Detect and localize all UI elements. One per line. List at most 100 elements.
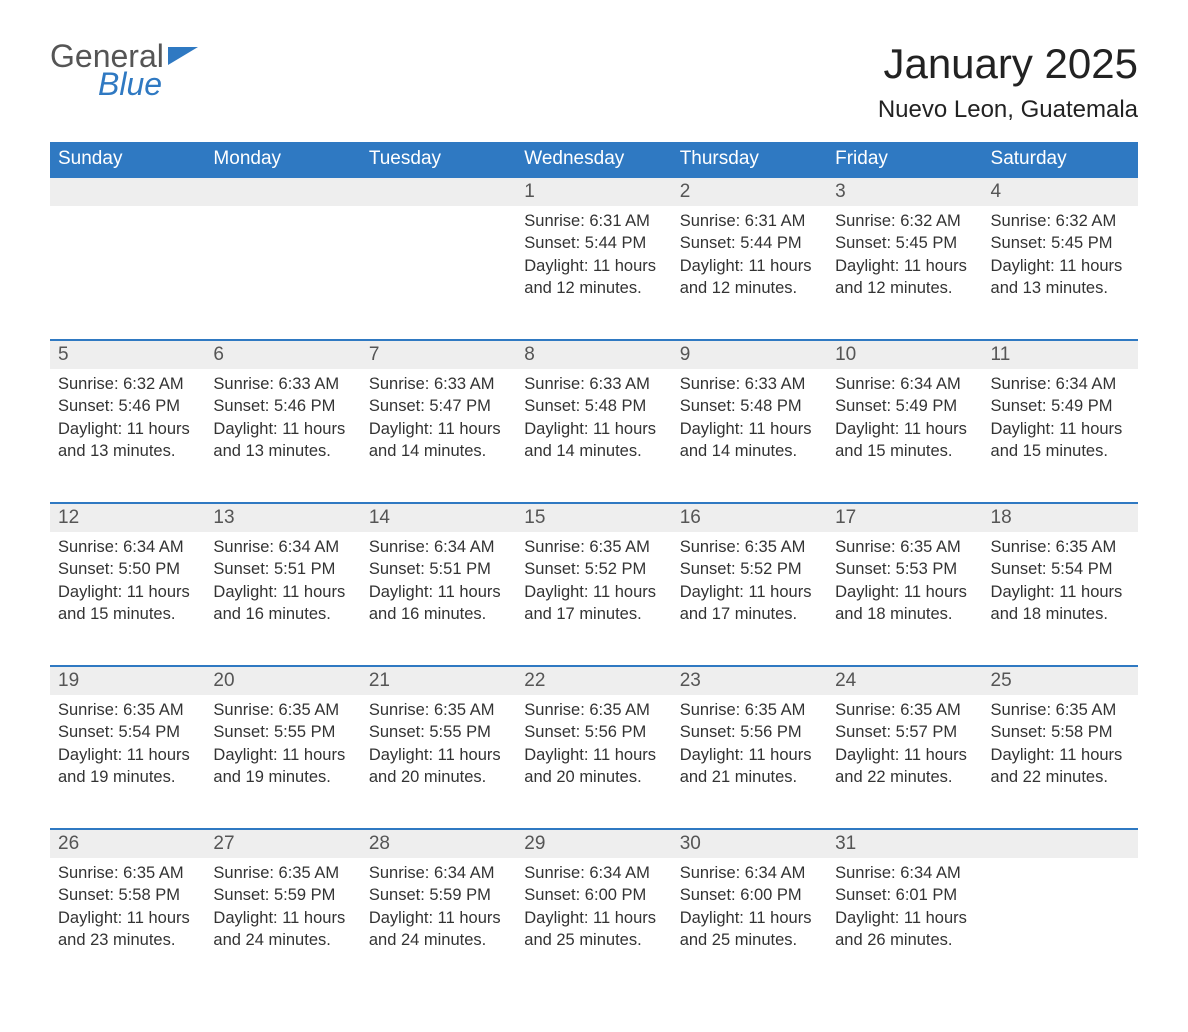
day-number-cell: 14 xyxy=(361,503,516,532)
sunset-line: Sunset: 5:59 PM xyxy=(369,884,508,906)
day-number-cell: 4 xyxy=(983,177,1138,206)
sunset-line: Sunset: 5:56 PM xyxy=(680,721,819,743)
day-content-cell: Sunrise: 6:35 AMSunset: 5:54 PMDaylight:… xyxy=(983,532,1138,666)
day-content-cell: Sunrise: 6:35 AMSunset: 5:56 PMDaylight:… xyxy=(672,695,827,829)
sunset-line: Sunset: 5:56 PM xyxy=(524,721,663,743)
header: General Blue January 2025 Nuevo Leon, Gu… xyxy=(50,40,1138,136)
daylight-line: Daylight: 11 hours and 12 minutes. xyxy=(524,255,663,300)
calendar-table: SundayMondayTuesdayWednesdayThursdayFrid… xyxy=(50,142,1138,992)
content-row: Sunrise: 6:32 AMSunset: 5:46 PMDaylight:… xyxy=(50,369,1138,503)
sunrise-line: Sunrise: 6:34 AM xyxy=(680,862,819,884)
sunset-line: Sunset: 5:44 PM xyxy=(524,232,663,254)
sunrise-line: Sunrise: 6:33 AM xyxy=(213,373,352,395)
day-number-cell: 16 xyxy=(672,503,827,532)
sunset-line: Sunset: 5:58 PM xyxy=(991,721,1130,743)
day-content-cell: Sunrise: 6:34 AMSunset: 5:51 PMDaylight:… xyxy=(205,532,360,666)
day-content-cell: Sunrise: 6:35 AMSunset: 5:52 PMDaylight:… xyxy=(516,532,671,666)
sunrise-line: Sunrise: 6:35 AM xyxy=(213,862,352,884)
logo: General Blue xyxy=(50,40,202,101)
daylight-line: Daylight: 11 hours and 12 minutes. xyxy=(680,255,819,300)
sunset-line: Sunset: 5:46 PM xyxy=(58,395,197,417)
day-content-cell: Sunrise: 6:33 AMSunset: 5:46 PMDaylight:… xyxy=(205,369,360,503)
daylight-line: Daylight: 11 hours and 16 minutes. xyxy=(369,581,508,626)
day-number-cell: 25 xyxy=(983,666,1138,695)
daylight-line: Daylight: 11 hours and 12 minutes. xyxy=(835,255,974,300)
sunset-line: Sunset: 5:45 PM xyxy=(991,232,1130,254)
sunrise-line: Sunrise: 6:31 AM xyxy=(524,210,663,232)
sunset-line: Sunset: 5:55 PM xyxy=(213,721,352,743)
sunset-line: Sunset: 5:51 PM xyxy=(213,558,352,580)
daylight-line: Daylight: 11 hours and 15 minutes. xyxy=(58,581,197,626)
daylight-line: Daylight: 11 hours and 13 minutes. xyxy=(213,418,352,463)
sunrise-line: Sunrise: 6:35 AM xyxy=(58,699,197,721)
day-number-cell: 30 xyxy=(672,829,827,858)
day-content-cell: Sunrise: 6:34 AMSunset: 6:00 PMDaylight:… xyxy=(516,858,671,992)
day-content-cell: Sunrise: 6:35 AMSunset: 5:56 PMDaylight:… xyxy=(516,695,671,829)
day-content-cell: Sunrise: 6:34 AMSunset: 5:59 PMDaylight:… xyxy=(361,858,516,992)
day-number-cell xyxy=(50,177,205,206)
sunset-line: Sunset: 5:49 PM xyxy=(991,395,1130,417)
day-content-cell: Sunrise: 6:32 AMSunset: 5:45 PMDaylight:… xyxy=(827,206,982,340)
daylight-line: Daylight: 11 hours and 17 minutes. xyxy=(524,581,663,626)
daylight-line: Daylight: 11 hours and 19 minutes. xyxy=(58,744,197,789)
sunrise-line: Sunrise: 6:35 AM xyxy=(369,699,508,721)
day-number-cell: 26 xyxy=(50,829,205,858)
day-content-cell: Sunrise: 6:35 AMSunset: 5:58 PMDaylight:… xyxy=(50,858,205,992)
sunrise-line: Sunrise: 6:35 AM xyxy=(991,699,1130,721)
weekday-header-row: SundayMondayTuesdayWednesdayThursdayFrid… xyxy=(50,142,1138,177)
sunrise-line: Sunrise: 6:34 AM xyxy=(991,373,1130,395)
daylight-line: Daylight: 11 hours and 23 minutes. xyxy=(58,907,197,952)
day-number-cell: 3 xyxy=(827,177,982,206)
sunrise-line: Sunrise: 6:35 AM xyxy=(835,536,974,558)
daylight-line: Daylight: 11 hours and 20 minutes. xyxy=(369,744,508,789)
page-subtitle: Nuevo Leon, Guatemala xyxy=(878,96,1138,124)
day-number-cell: 2 xyxy=(672,177,827,206)
sunrise-line: Sunrise: 6:34 AM xyxy=(524,862,663,884)
day-content-cell: Sunrise: 6:35 AMSunset: 5:52 PMDaylight:… xyxy=(672,532,827,666)
sunset-line: Sunset: 5:54 PM xyxy=(58,721,197,743)
day-number-cell: 1 xyxy=(516,177,671,206)
sunset-line: Sunset: 6:00 PM xyxy=(524,884,663,906)
weekday-header: Sunday xyxy=(50,142,205,177)
daylight-line: Daylight: 11 hours and 22 minutes. xyxy=(835,744,974,789)
day-number-cell xyxy=(361,177,516,206)
sunset-line: Sunset: 6:01 PM xyxy=(835,884,974,906)
sunset-line: Sunset: 5:48 PM xyxy=(524,395,663,417)
sunrise-line: Sunrise: 6:35 AM xyxy=(524,699,663,721)
day-content-cell: Sunrise: 6:33 AMSunset: 5:48 PMDaylight:… xyxy=(672,369,827,503)
sunset-line: Sunset: 5:54 PM xyxy=(991,558,1130,580)
sunset-line: Sunset: 5:53 PM xyxy=(835,558,974,580)
day-number-cell: 17 xyxy=(827,503,982,532)
day-content-cell: Sunrise: 6:32 AMSunset: 5:46 PMDaylight:… xyxy=(50,369,205,503)
day-content-cell: Sunrise: 6:35 AMSunset: 5:55 PMDaylight:… xyxy=(361,695,516,829)
day-content-cell: Sunrise: 6:35 AMSunset: 5:59 PMDaylight:… xyxy=(205,858,360,992)
sunrise-line: Sunrise: 6:34 AM xyxy=(835,373,974,395)
weekday-header: Monday xyxy=(205,142,360,177)
page-title: January 2025 xyxy=(878,40,1138,88)
day-number-cell: 31 xyxy=(827,829,982,858)
day-content-cell: Sunrise: 6:34 AMSunset: 5:51 PMDaylight:… xyxy=(361,532,516,666)
daynum-row: 567891011 xyxy=(50,340,1138,369)
weekday-header: Saturday xyxy=(983,142,1138,177)
day-number-cell: 21 xyxy=(361,666,516,695)
daylight-line: Daylight: 11 hours and 15 minutes. xyxy=(835,418,974,463)
content-row: Sunrise: 6:31 AMSunset: 5:44 PMDaylight:… xyxy=(50,206,1138,340)
sunset-line: Sunset: 5:49 PM xyxy=(835,395,974,417)
daynum-row: 19202122232425 xyxy=(50,666,1138,695)
day-content-cell xyxy=(205,206,360,340)
day-number-cell: 19 xyxy=(50,666,205,695)
daylight-line: Daylight: 11 hours and 24 minutes. xyxy=(369,907,508,952)
day-content-cell: Sunrise: 6:34 AMSunset: 5:49 PMDaylight:… xyxy=(827,369,982,503)
day-content-cell xyxy=(361,206,516,340)
daylight-line: Daylight: 11 hours and 13 minutes. xyxy=(991,255,1130,300)
day-number-cell: 18 xyxy=(983,503,1138,532)
sunrise-line: Sunrise: 6:34 AM xyxy=(58,536,197,558)
sunrise-line: Sunrise: 6:33 AM xyxy=(369,373,508,395)
day-number-cell: 24 xyxy=(827,666,982,695)
daylight-line: Daylight: 11 hours and 17 minutes. xyxy=(680,581,819,626)
day-number-cell xyxy=(205,177,360,206)
sunrise-line: Sunrise: 6:35 AM xyxy=(991,536,1130,558)
day-content-cell: Sunrise: 6:35 AMSunset: 5:58 PMDaylight:… xyxy=(983,695,1138,829)
sunset-line: Sunset: 5:44 PM xyxy=(680,232,819,254)
sunset-line: Sunset: 5:45 PM xyxy=(835,232,974,254)
